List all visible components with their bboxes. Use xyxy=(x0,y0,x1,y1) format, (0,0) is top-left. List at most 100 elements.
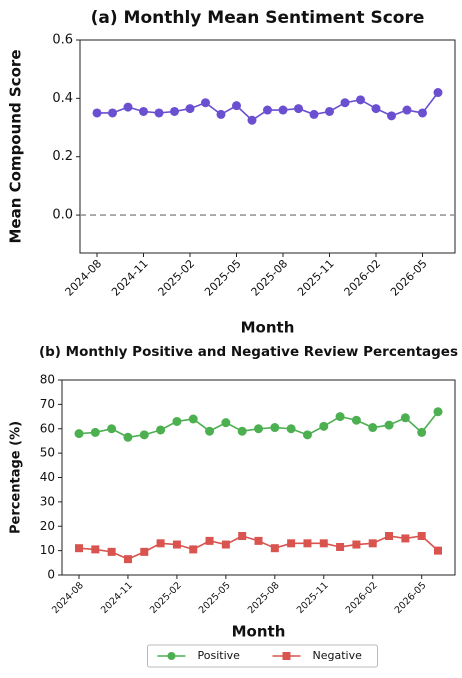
x-tick-label: 2024-08 xyxy=(50,580,86,616)
x-axis-label: Month xyxy=(232,623,286,641)
x-tick-label: 2024-11 xyxy=(109,257,151,299)
data-point xyxy=(434,546,442,555)
legend-label: Negative xyxy=(313,649,363,662)
data-point xyxy=(387,111,396,121)
x-axis-label: Month xyxy=(241,319,295,337)
data-point xyxy=(302,430,312,440)
chart-title: (b) Monthly Positive and Negative Review… xyxy=(39,344,458,360)
data-point xyxy=(123,555,132,564)
data-point xyxy=(319,539,328,548)
data-point xyxy=(286,424,296,434)
data-point xyxy=(368,423,378,433)
y-tick-label: 0 xyxy=(47,568,55,582)
legend-marker xyxy=(167,652,176,660)
data-point xyxy=(237,426,247,436)
y-tick-label: 30 xyxy=(40,494,55,508)
x-tick-label: 2026-02 xyxy=(344,580,380,616)
legend-label: Positive xyxy=(198,649,241,662)
data-point xyxy=(335,412,345,422)
data-point xyxy=(75,544,83,553)
data-point xyxy=(254,536,263,545)
y-axis-label: Mean Compound Score xyxy=(7,50,25,244)
data-point xyxy=(352,540,361,549)
data-point xyxy=(201,98,210,108)
x-tick-label: 2025-05 xyxy=(202,257,244,299)
data-point xyxy=(205,536,214,545)
data-point xyxy=(433,88,443,98)
data-point xyxy=(385,532,394,540)
data-point xyxy=(433,407,443,417)
data-point xyxy=(402,105,412,115)
data-point xyxy=(123,102,133,112)
data-point xyxy=(205,426,215,436)
data-point xyxy=(172,416,182,426)
y-tick-label: 60 xyxy=(40,421,55,435)
x-tick-label: 2025-11 xyxy=(295,580,331,616)
data-point xyxy=(216,109,226,119)
y-tick-label: 80 xyxy=(40,373,55,387)
y-tick-label: 40 xyxy=(40,470,55,484)
data-point xyxy=(263,105,272,115)
data-point xyxy=(107,424,117,434)
data-point xyxy=(417,532,426,540)
data-point xyxy=(371,104,381,114)
data-point xyxy=(336,542,345,551)
x-tick-label: 2025-02 xyxy=(148,580,184,616)
data-point xyxy=(156,539,165,548)
data-point xyxy=(74,429,84,439)
data-point xyxy=(156,425,166,435)
x-tick-label: 2024-11 xyxy=(99,580,135,616)
data-point xyxy=(417,427,427,437)
chart-title: (a) Monthly Mean Sentiment Score xyxy=(91,8,425,28)
data-point xyxy=(303,539,312,548)
data-point xyxy=(247,115,257,125)
y-tick-label: 0.0 xyxy=(52,208,73,223)
data-point xyxy=(351,415,361,425)
data-point xyxy=(140,547,149,556)
data-point xyxy=(294,104,303,114)
y-tick-label: 10 xyxy=(40,543,55,557)
data-point xyxy=(340,98,350,108)
data-point xyxy=(154,108,164,118)
data-point xyxy=(170,106,179,116)
data-point xyxy=(107,547,116,556)
legend-marker xyxy=(282,652,291,660)
data-point xyxy=(185,104,195,114)
y-tick-label: 50 xyxy=(40,446,55,460)
data-point xyxy=(188,414,198,424)
data-point xyxy=(270,423,280,433)
y-axis-label: Percentage (%) xyxy=(9,421,24,534)
x-tick-label: 2025-02 xyxy=(156,257,198,299)
x-tick-label: 2025-08 xyxy=(249,257,291,299)
data-point xyxy=(238,532,247,540)
x-tick-label: 2025-08 xyxy=(246,580,282,616)
y-tick-label: 70 xyxy=(40,397,55,411)
x-tick-label: 2025-11 xyxy=(295,257,337,299)
x-tick-label: 2026-02 xyxy=(342,257,384,299)
legend-box xyxy=(147,644,378,668)
data-point xyxy=(368,539,377,548)
data-point xyxy=(356,95,365,105)
data-point xyxy=(189,545,198,554)
data-point xyxy=(92,108,102,118)
data-point xyxy=(90,427,100,437)
data-point xyxy=(172,540,181,549)
data-point xyxy=(91,545,100,554)
data-point xyxy=(401,534,410,543)
data-point xyxy=(278,105,288,115)
data-point xyxy=(400,413,410,423)
plot-frame xyxy=(79,39,456,254)
data-point xyxy=(319,421,329,431)
data-point xyxy=(254,424,263,434)
data-point xyxy=(309,109,319,119)
y-tick-label: 0.2 xyxy=(52,149,73,164)
data-point xyxy=(325,106,334,116)
data-point xyxy=(139,430,149,440)
plot-frame xyxy=(61,379,456,576)
x-tick-label: 2025-05 xyxy=(197,580,233,616)
y-tick-label: 0.6 xyxy=(52,33,73,48)
data-point xyxy=(287,539,296,548)
data-point xyxy=(123,432,133,442)
data-point xyxy=(139,106,148,116)
